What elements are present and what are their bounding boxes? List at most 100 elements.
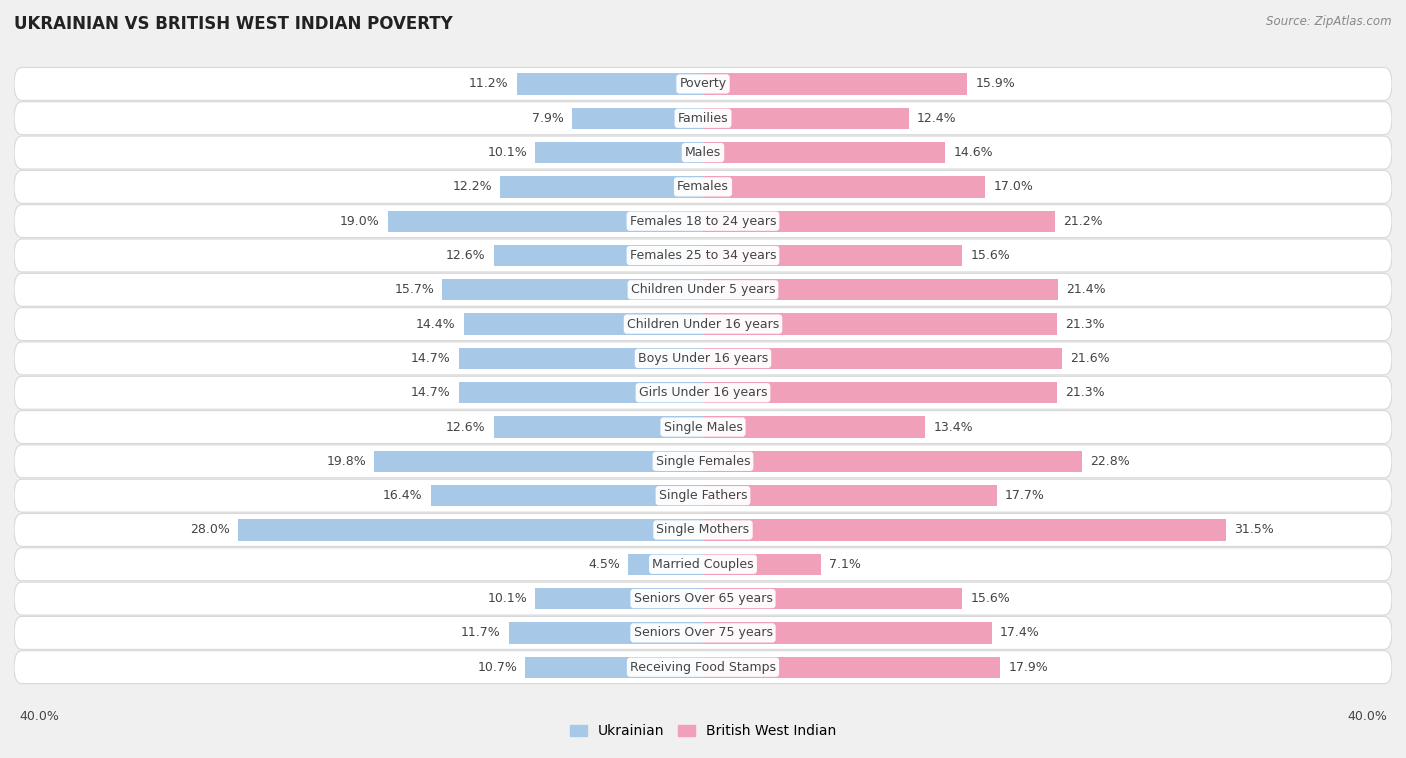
FancyBboxPatch shape (14, 274, 1392, 306)
Text: 22.8%: 22.8% (1090, 455, 1129, 468)
Text: 19.0%: 19.0% (339, 215, 380, 227)
Bar (703, 416, 925, 437)
FancyBboxPatch shape (14, 308, 1392, 340)
Bar (388, 211, 703, 232)
Text: 14.6%: 14.6% (953, 146, 993, 159)
Bar (443, 279, 703, 300)
Text: Children Under 5 years: Children Under 5 years (631, 283, 775, 296)
Text: 14.7%: 14.7% (411, 352, 451, 365)
Bar (703, 314, 1056, 335)
Bar (703, 142, 945, 163)
Text: 21.6%: 21.6% (1070, 352, 1109, 365)
Text: Families: Families (678, 111, 728, 125)
Text: Poverty: Poverty (679, 77, 727, 90)
FancyBboxPatch shape (14, 239, 1392, 272)
Text: 16.4%: 16.4% (382, 489, 422, 502)
Text: 12.6%: 12.6% (446, 421, 485, 434)
FancyBboxPatch shape (14, 445, 1392, 478)
Bar (501, 176, 703, 198)
FancyBboxPatch shape (14, 582, 1392, 615)
Text: 10.7%: 10.7% (477, 661, 517, 674)
Bar (703, 74, 967, 95)
Bar (703, 108, 908, 129)
Bar (458, 382, 703, 403)
Bar (703, 656, 1000, 678)
Text: 7.9%: 7.9% (531, 111, 564, 125)
FancyBboxPatch shape (14, 616, 1392, 650)
Text: 11.7%: 11.7% (461, 626, 501, 640)
Text: 7.1%: 7.1% (830, 558, 860, 571)
Text: 15.7%: 15.7% (394, 283, 434, 296)
Text: 21.4%: 21.4% (1067, 283, 1107, 296)
FancyBboxPatch shape (14, 136, 1392, 169)
FancyBboxPatch shape (14, 171, 1392, 203)
Text: 31.5%: 31.5% (1234, 524, 1274, 537)
Bar (628, 553, 703, 575)
Bar (494, 245, 703, 266)
Text: 17.0%: 17.0% (994, 180, 1033, 193)
Text: 28.0%: 28.0% (190, 524, 229, 537)
Bar (703, 245, 962, 266)
Text: Married Couples: Married Couples (652, 558, 754, 571)
Text: Seniors Over 75 years: Seniors Over 75 years (634, 626, 772, 640)
Bar (703, 451, 1081, 472)
Text: 17.7%: 17.7% (1005, 489, 1045, 502)
Text: Single Females: Single Females (655, 455, 751, 468)
Bar (572, 108, 703, 129)
Text: 15.6%: 15.6% (970, 592, 1010, 605)
Text: 14.7%: 14.7% (411, 387, 451, 399)
FancyBboxPatch shape (14, 376, 1392, 409)
Text: 11.2%: 11.2% (470, 77, 509, 90)
Text: 15.9%: 15.9% (976, 77, 1015, 90)
FancyBboxPatch shape (14, 67, 1392, 100)
Text: Seniors Over 65 years: Seniors Over 65 years (634, 592, 772, 605)
Bar (703, 519, 1226, 540)
Text: UKRAINIAN VS BRITISH WEST INDIAN POVERTY: UKRAINIAN VS BRITISH WEST INDIAN POVERTY (14, 15, 453, 33)
Text: 12.6%: 12.6% (446, 249, 485, 262)
Text: 19.8%: 19.8% (326, 455, 366, 468)
Bar (430, 485, 703, 506)
Text: 13.4%: 13.4% (934, 421, 973, 434)
Bar (536, 588, 703, 609)
Bar (509, 622, 703, 644)
Text: Females: Females (678, 180, 728, 193)
Bar (238, 519, 703, 540)
Text: Single Mothers: Single Mothers (657, 524, 749, 537)
Text: 10.1%: 10.1% (488, 592, 527, 605)
Text: 4.5%: 4.5% (588, 558, 620, 571)
Text: 17.9%: 17.9% (1008, 661, 1049, 674)
FancyBboxPatch shape (14, 342, 1392, 375)
Text: 21.3%: 21.3% (1064, 387, 1105, 399)
FancyBboxPatch shape (14, 479, 1392, 512)
Text: Males: Males (685, 146, 721, 159)
Bar (526, 656, 703, 678)
Bar (703, 485, 997, 506)
FancyBboxPatch shape (14, 650, 1392, 684)
Text: 12.2%: 12.2% (453, 180, 492, 193)
Bar (703, 279, 1059, 300)
Text: 14.4%: 14.4% (416, 318, 456, 330)
Bar (703, 348, 1062, 369)
Legend: Ukrainian, British West Indian: Ukrainian, British West Indian (564, 719, 842, 744)
Text: 15.6%: 15.6% (970, 249, 1010, 262)
Text: 21.3%: 21.3% (1064, 318, 1105, 330)
FancyBboxPatch shape (14, 205, 1392, 238)
Bar (517, 74, 703, 95)
Bar (374, 451, 703, 472)
Bar (703, 622, 991, 644)
Bar (703, 588, 962, 609)
Bar (703, 382, 1056, 403)
Bar (458, 348, 703, 369)
Text: Source: ZipAtlas.com: Source: ZipAtlas.com (1267, 15, 1392, 28)
Text: Single Males: Single Males (664, 421, 742, 434)
Bar (703, 176, 986, 198)
Text: Females 18 to 24 years: Females 18 to 24 years (630, 215, 776, 227)
Text: 10.1%: 10.1% (488, 146, 527, 159)
FancyBboxPatch shape (14, 102, 1392, 135)
Text: 12.4%: 12.4% (917, 111, 956, 125)
Text: 21.2%: 21.2% (1063, 215, 1102, 227)
Text: Children Under 16 years: Children Under 16 years (627, 318, 779, 330)
Text: 17.4%: 17.4% (1000, 626, 1040, 640)
Bar (494, 416, 703, 437)
Text: Receiving Food Stamps: Receiving Food Stamps (630, 661, 776, 674)
